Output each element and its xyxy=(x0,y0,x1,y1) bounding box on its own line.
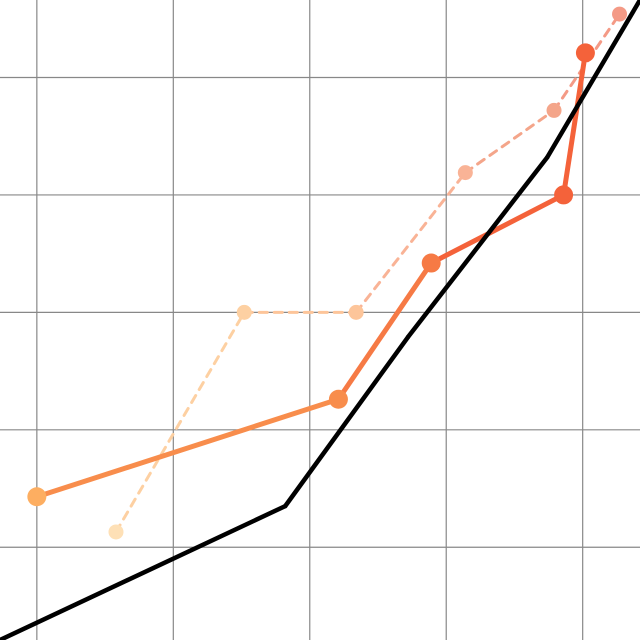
series-segment xyxy=(34,396,341,500)
data-point xyxy=(236,304,252,320)
series-segment xyxy=(552,12,622,112)
series-segment xyxy=(282,334,411,509)
data-point xyxy=(575,43,595,63)
data-point xyxy=(108,524,124,540)
data-point xyxy=(348,304,364,320)
series-segment xyxy=(354,171,467,314)
series-segment xyxy=(405,155,550,340)
series-segment xyxy=(463,108,556,175)
series-segment xyxy=(0,503,288,640)
data-point xyxy=(546,102,562,118)
series-segment xyxy=(114,310,246,534)
series-segment xyxy=(561,50,588,198)
series-segment xyxy=(544,0,640,160)
data-point xyxy=(612,6,628,22)
series-segment xyxy=(335,260,434,402)
series-1 xyxy=(27,43,595,507)
data-point xyxy=(27,487,47,507)
data-point xyxy=(328,389,348,409)
series-segment xyxy=(428,192,567,266)
data-point xyxy=(421,253,441,273)
series-2 xyxy=(108,6,628,540)
data-point xyxy=(554,185,574,205)
data-point xyxy=(457,165,473,181)
